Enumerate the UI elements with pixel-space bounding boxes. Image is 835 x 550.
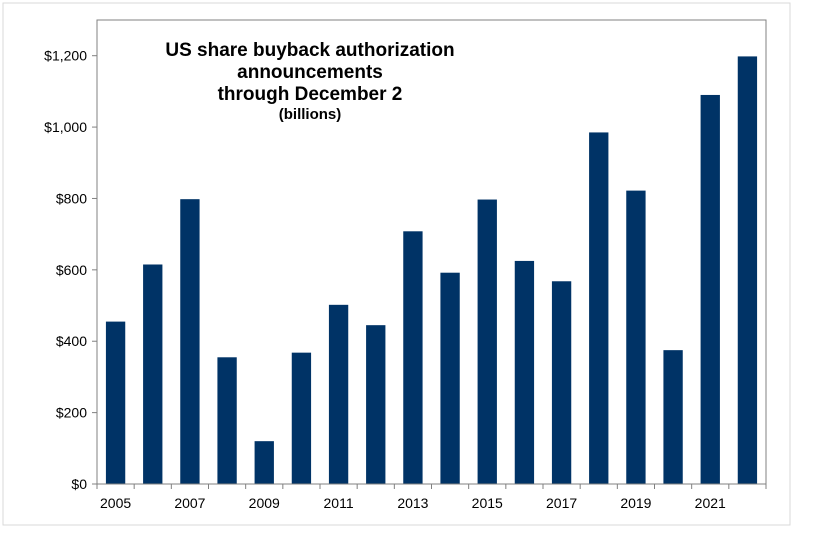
bar-2015 <box>477 199 497 485</box>
bar-2007 <box>180 199 200 484</box>
y-tick-label: $1,000 <box>44 119 87 135</box>
bar-2005 <box>105 321 126 484</box>
chart-subtitle: (billions) <box>278 106 342 123</box>
x-tick-label: 2005 <box>100 495 131 511</box>
bar-2017 <box>551 281 572 484</box>
chart-title: US share buyback authorization announcem… <box>110 40 510 124</box>
x-tick-label: 2021 <box>695 495 726 511</box>
y-tick-label: $1,200 <box>44 48 87 64</box>
bar-2008 <box>217 357 237 484</box>
y-axis: $0 $200 $400 $600 $800 $1,000 $1,200 <box>44 48 97 492</box>
bar-2019 <box>626 190 646 484</box>
bar-2009 <box>254 441 274 484</box>
bar-2018 <box>589 132 609 484</box>
bar-2010 <box>291 352 312 484</box>
bar-2012 <box>366 325 386 484</box>
outer-border <box>2 2 791 526</box>
bar-2006 <box>143 264 163 484</box>
title-line-2: announcements <box>237 62 383 83</box>
bars <box>105 56 758 485</box>
x-tick-label: 2009 <box>249 495 280 511</box>
bar-2016 <box>514 260 535 484</box>
y-tick-label: $600 <box>56 262 87 278</box>
x-tick-label: 2017 <box>546 495 577 511</box>
title-line-1: US share buyback authorization <box>165 40 455 61</box>
x-tick-label: 2013 <box>397 495 428 511</box>
bar-2011 <box>328 304 349 484</box>
title-line-3: through December 2 <box>217 84 403 105</box>
y-tick-label: $400 <box>56 333 87 349</box>
plot-border <box>96 19 767 485</box>
x-axis: 2005 2007 2009 2011 2013 2015 2017 2019 2021 <box>96 484 767 511</box>
bar-2022 <box>737 56 758 484</box>
x-tick-label: 2011 <box>324 495 354 511</box>
bar-2020 <box>663 350 683 484</box>
y-tick-label: $800 <box>56 190 87 206</box>
x-tick-label: 2007 <box>174 495 205 511</box>
y-tick-label: $200 <box>56 405 87 421</box>
y-tick-label: $0 <box>71 476 87 492</box>
bar-2013 <box>403 231 423 484</box>
bar-2021 <box>700 94 720 484</box>
x-tick-label: 2019 <box>620 495 651 511</box>
x-tick-label: 2015 <box>472 495 503 511</box>
bar-2014 <box>440 272 460 484</box>
